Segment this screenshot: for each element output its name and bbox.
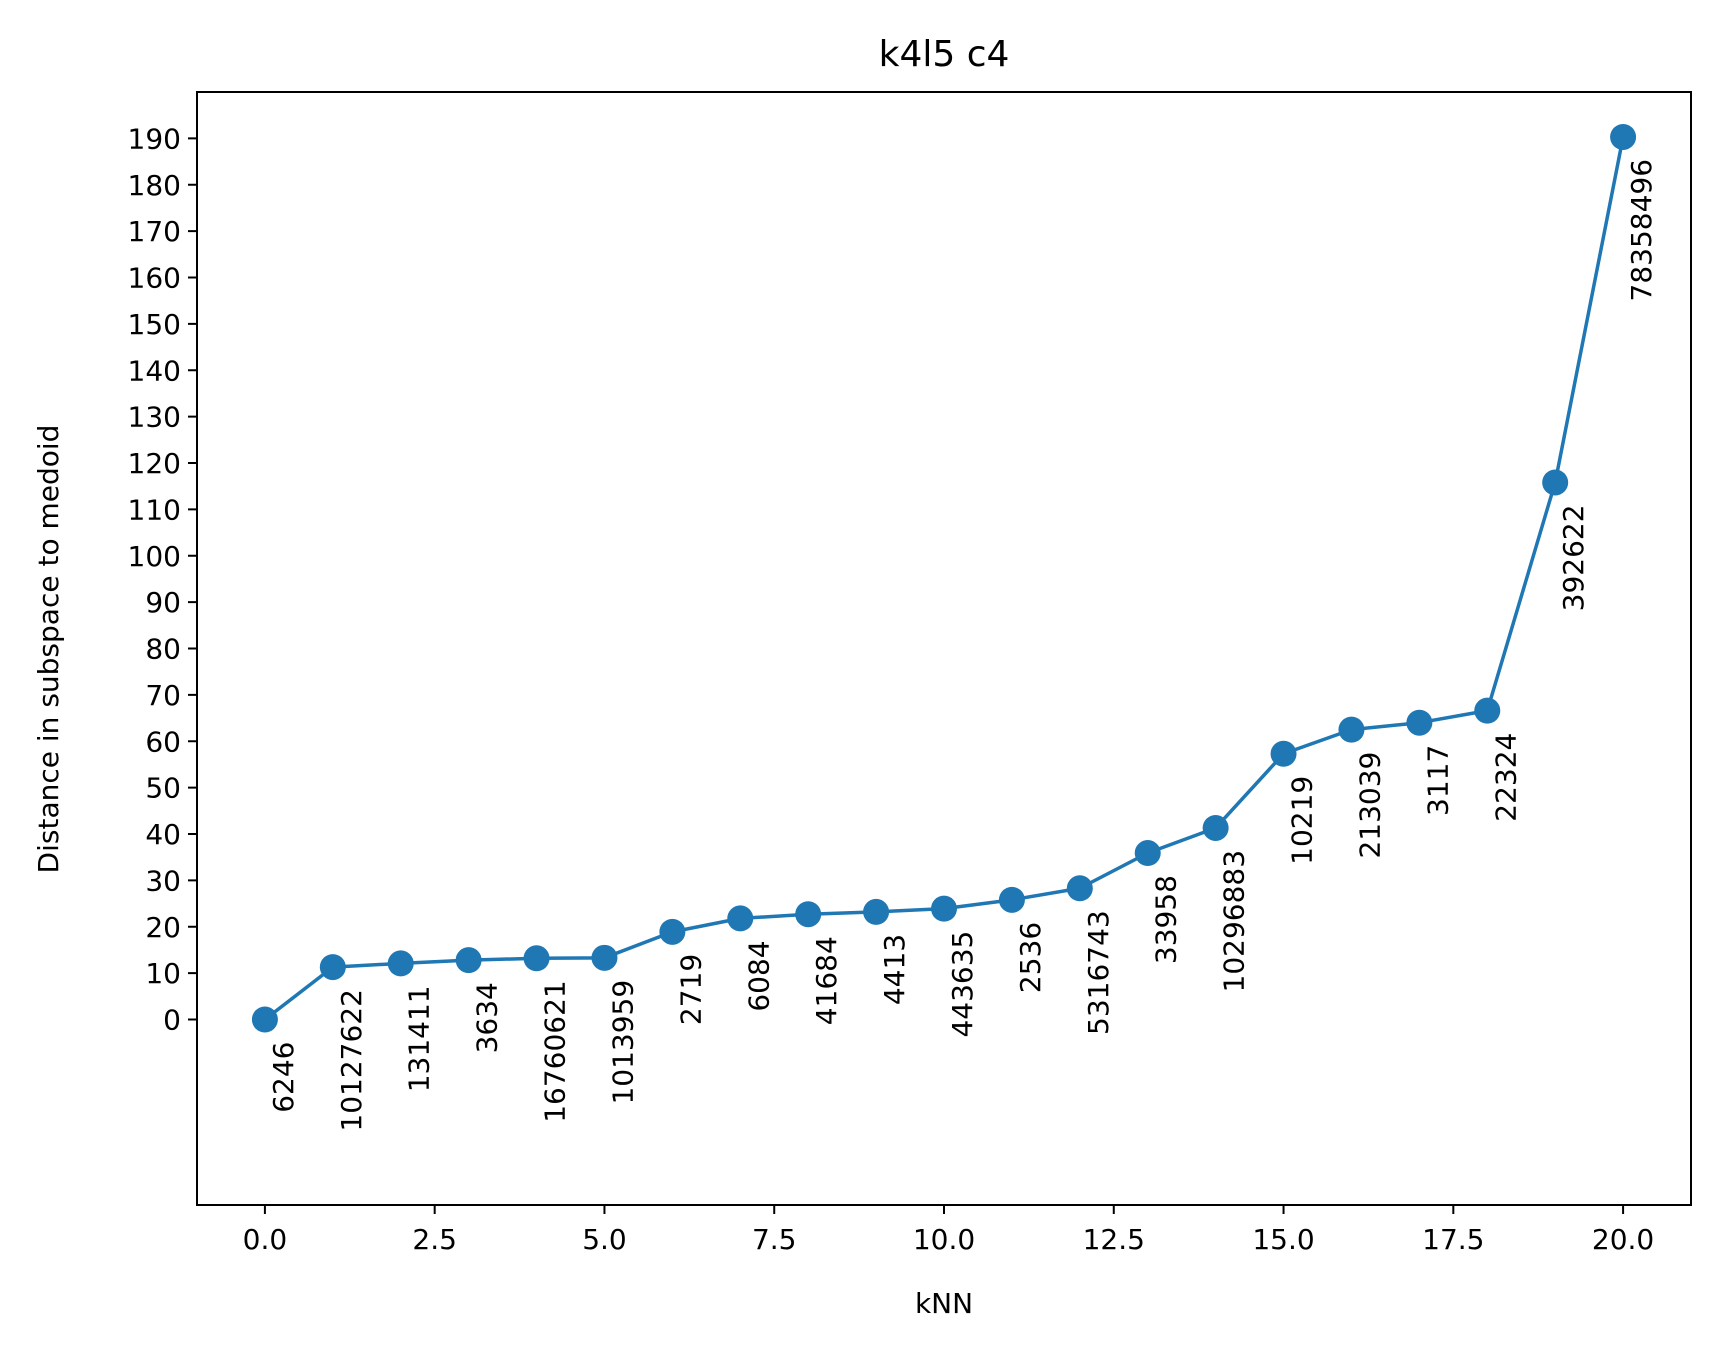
point-label: 213039 [1353, 752, 1386, 859]
point-label: 6084 [742, 940, 775, 1011]
x-tick-label: 5.0 [582, 1223, 627, 1256]
point-label: 22324 [1489, 733, 1522, 822]
data-point [1338, 716, 1365, 743]
y-tick-label: 140 [128, 354, 181, 387]
y-tick-label: 70 [145, 679, 181, 712]
data-point [1270, 740, 1297, 767]
data-point [795, 901, 822, 928]
data-point [1542, 469, 1569, 496]
data-point [1202, 814, 1229, 841]
y-tick-label: 60 [145, 725, 181, 758]
point-label: 10296883 [1218, 850, 1251, 993]
y-tick-label: 30 [145, 864, 181, 897]
y-tick-label: 0 [163, 1004, 181, 1037]
data-point [1474, 697, 1501, 724]
data-point [1406, 709, 1433, 736]
data-point [1610, 123, 1637, 150]
data-point [251, 1006, 278, 1033]
y-tick-label: 110 [128, 493, 181, 526]
y-tick-label: 120 [128, 447, 181, 480]
data-point [659, 918, 686, 945]
x-tick-label: 15.0 [1252, 1223, 1314, 1256]
point-label: 3634 [471, 982, 504, 1053]
y-axis-label: Distance in subspace to medoid [32, 425, 65, 874]
x-tick-label: 17.5 [1422, 1223, 1484, 1256]
point-label: 41684 [810, 936, 843, 1025]
y-tick-label: 40 [145, 818, 181, 851]
x-tick-label: 10.0 [913, 1223, 975, 1256]
point-label: 16760621 [539, 980, 572, 1123]
data-point [1066, 875, 1093, 902]
point-label: 6246 [267, 1042, 300, 1113]
chart-title: k4l5 c4 [879, 34, 1010, 75]
point-label: 5316743 [1082, 910, 1115, 1035]
y-tick-label: 50 [145, 772, 181, 805]
data-point [931, 895, 957, 922]
y-tick-label: 190 [128, 122, 181, 155]
point-label: 4413 [878, 934, 911, 1005]
data-point [319, 954, 346, 981]
point-label: 3117 [1421, 745, 1454, 816]
data-point [523, 945, 550, 972]
point-label: 10219 [1286, 776, 1319, 865]
point-label: 2719 [674, 954, 707, 1025]
y-tick-label: 130 [128, 401, 181, 434]
point-label: 78358496 [1625, 159, 1658, 302]
y-tick-label: 160 [128, 262, 181, 295]
x-tick-label: 12.5 [1083, 1223, 1145, 1256]
series-layer [251, 123, 1637, 1033]
data-point [387, 950, 414, 977]
data-point [863, 898, 890, 925]
x-tick-label: 0.0 [243, 1223, 288, 1256]
y-tick-label: 170 [128, 215, 181, 248]
y-tick-label: 10 [145, 957, 181, 990]
data-point [1134, 840, 1161, 867]
x-tick-label: 2.5 [412, 1223, 457, 1256]
x-axis-label: kNN [915, 1287, 973, 1320]
point-label: 10127622 [335, 989, 368, 1132]
point-label: 392622 [1557, 504, 1590, 611]
y-tick-label: 90 [145, 586, 181, 619]
point-label: 2536 [1014, 922, 1047, 993]
point-labels: 6246 10127622 131411 3634 16760621 1013959 271… [267, 159, 1658, 1132]
point-label: 33958 [1150, 875, 1183, 964]
data-point [591, 944, 618, 971]
x-tick-label: 20.0 [1592, 1223, 1654, 1256]
point-label: 1013959 [606, 980, 639, 1105]
y-tick-label: 180 [128, 169, 181, 202]
data-point [998, 886, 1025, 913]
data-point [727, 905, 754, 932]
point-label: 131411 [403, 985, 436, 1092]
y-tick-label: 80 [145, 633, 181, 666]
x-tick-label: 7.5 [752, 1223, 797, 1256]
point-label: 443635 [946, 931, 979, 1038]
data-point [455, 947, 482, 974]
y-tick-label: 20 [145, 911, 181, 944]
y-tick-label: 100 [128, 540, 181, 573]
axis-ticks: 0.0 2.5 5.0 7.5 10.0 12.5 15.0 17.5 20.0 0 10 20 30 4… [128, 122, 1655, 1256]
plot-frame [196, 91, 1692, 1206]
y-tick-label: 150 [128, 308, 181, 341]
